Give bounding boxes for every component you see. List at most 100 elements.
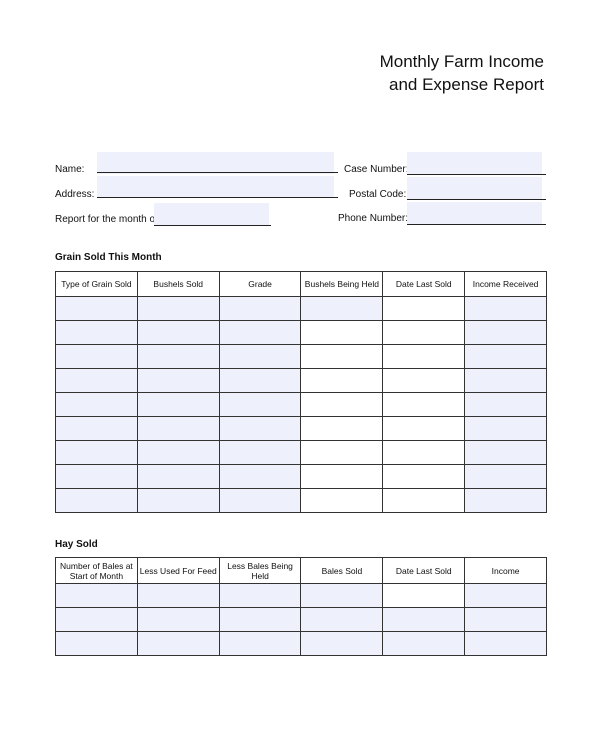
hay-cell-input[interactable] (136, 583, 220, 608)
hay-cell-input[interactable] (218, 607, 302, 632)
grain-cell-input[interactable] (464, 440, 547, 465)
table-row (55, 392, 547, 417)
grain-cell-input[interactable] (136, 344, 220, 369)
grain-cell-input[interactable] (218, 488, 302, 513)
grain-cell-input[interactable] (382, 344, 466, 369)
grain-cell-input[interactable] (464, 344, 547, 369)
grain-cell-input[interactable] (55, 344, 138, 369)
hay-cell-input[interactable] (55, 631, 138, 656)
grain-cell-input[interactable] (300, 344, 384, 369)
grain-cell-input[interactable] (136, 392, 220, 417)
phone-number-field[interactable] (407, 202, 542, 224)
hay-cell-input[interactable] (382, 607, 466, 632)
grain-cell-input[interactable] (136, 464, 220, 489)
grain-cell-input[interactable] (300, 464, 384, 489)
month-underline (154, 225, 271, 226)
grain-column-header: Income Received (464, 271, 547, 297)
grain-cell-input[interactable] (464, 296, 547, 321)
grain-cell-input[interactable] (218, 320, 302, 345)
name-field[interactable] (97, 152, 334, 174)
hay-cell-input[interactable] (136, 607, 220, 632)
hay-cell-input[interactable] (382, 583, 466, 608)
address-field[interactable] (97, 176, 334, 198)
grain-cell-input[interactable] (218, 464, 302, 489)
hay-cell-input[interactable] (218, 631, 302, 656)
hay-cell-input[interactable] (55, 607, 138, 632)
grain-cell-input[interactable] (464, 464, 547, 489)
grain-cell-input[interactable] (55, 416, 138, 441)
hay-cell-input[interactable] (218, 583, 302, 608)
grain-cell-input[interactable] (382, 464, 466, 489)
hay-cell-input[interactable] (55, 583, 138, 608)
postal-code-field[interactable] (407, 177, 542, 199)
postal-code-underline (407, 199, 546, 200)
grain-cell-input[interactable] (382, 440, 466, 465)
hay-cell-input[interactable] (382, 631, 466, 656)
hay-cell-input[interactable] (464, 607, 547, 632)
grain-cell-input[interactable] (382, 320, 466, 345)
hay-cell-input[interactable] (136, 631, 220, 656)
grain-table: Type of Grain Sold Bushels Sold Grade Bushe… (55, 271, 547, 513)
grain-cell-input[interactable] (55, 320, 138, 345)
grain-cell-input[interactable] (464, 368, 547, 393)
grain-cell-input[interactable] (218, 392, 302, 417)
hay-cell-input[interactable] (300, 607, 384, 632)
grain-cell-input[interactable] (218, 440, 302, 465)
phone-number-label: Phone Number: (338, 213, 409, 224)
case-number-field[interactable] (407, 152, 542, 174)
hay-column-header: Bales Sold (300, 557, 384, 584)
grain-cell-input[interactable] (55, 488, 138, 513)
grain-cell-input[interactable] (218, 344, 302, 369)
grain-cell-input[interactable] (464, 488, 547, 513)
hay-cell-input[interactable] (464, 583, 547, 608)
grain-cell-input[interactable] (136, 488, 220, 513)
grain-cell-input[interactable] (382, 488, 466, 513)
table-row (55, 344, 547, 369)
address-label: Address: (55, 189, 95, 200)
hay-cell-input[interactable] (300, 583, 384, 608)
hay-heading: Hay Sold (55, 539, 98, 550)
grain-cell-input[interactable] (382, 392, 466, 417)
grain-cell-input[interactable] (464, 392, 547, 417)
table-row (55, 440, 547, 465)
grain-cell-input[interactable] (464, 320, 547, 345)
grain-cell-input[interactable] (136, 296, 220, 321)
grain-cell-input[interactable] (382, 416, 466, 441)
grain-cell-input[interactable] (300, 368, 384, 393)
month-field[interactable] (154, 203, 269, 225)
grain-cell-input[interactable] (136, 440, 220, 465)
table-row (55, 320, 547, 345)
grain-cell-input[interactable] (218, 416, 302, 441)
grain-cell-input[interactable] (55, 464, 138, 489)
grain-cell-input[interactable] (464, 416, 547, 441)
hay-cell-input[interactable] (464, 631, 547, 656)
grain-cell-input[interactable] (55, 392, 138, 417)
address-underline (97, 197, 338, 198)
grain-cell-input[interactable] (218, 368, 302, 393)
grain-cell-input[interactable] (55, 368, 138, 393)
grain-cell-input[interactable] (300, 320, 384, 345)
case-number-underline (407, 174, 546, 175)
grain-cell-input[interactable] (136, 416, 220, 441)
grain-cell-input[interactable] (300, 392, 384, 417)
grain-cell-input[interactable] (300, 440, 384, 465)
hay-column-header: Income (464, 557, 547, 584)
grain-cell-input[interactable] (300, 416, 384, 441)
table-row (55, 631, 547, 656)
grain-cell-input[interactable] (300, 488, 384, 513)
hay-cell-input[interactable] (300, 631, 384, 656)
grain-cell-input[interactable] (136, 368, 220, 393)
grain-cell-input[interactable] (300, 296, 384, 321)
grain-cell-input[interactable] (136, 320, 220, 345)
grain-heading: Grain Sold This Month (55, 252, 162, 263)
hay-column-header: Less Bales Being Held (218, 557, 302, 584)
table-row (55, 583, 547, 608)
grain-cell-input[interactable] (382, 368, 466, 393)
grain-column-header: Date Last Sold (382, 271, 466, 297)
grain-column-header: Bushels Sold (136, 271, 220, 297)
grain-cell-input[interactable] (55, 296, 138, 321)
grain-cell-input[interactable] (382, 296, 466, 321)
grain-cell-input[interactable] (55, 440, 138, 465)
grain-cell-input[interactable] (218, 296, 302, 321)
